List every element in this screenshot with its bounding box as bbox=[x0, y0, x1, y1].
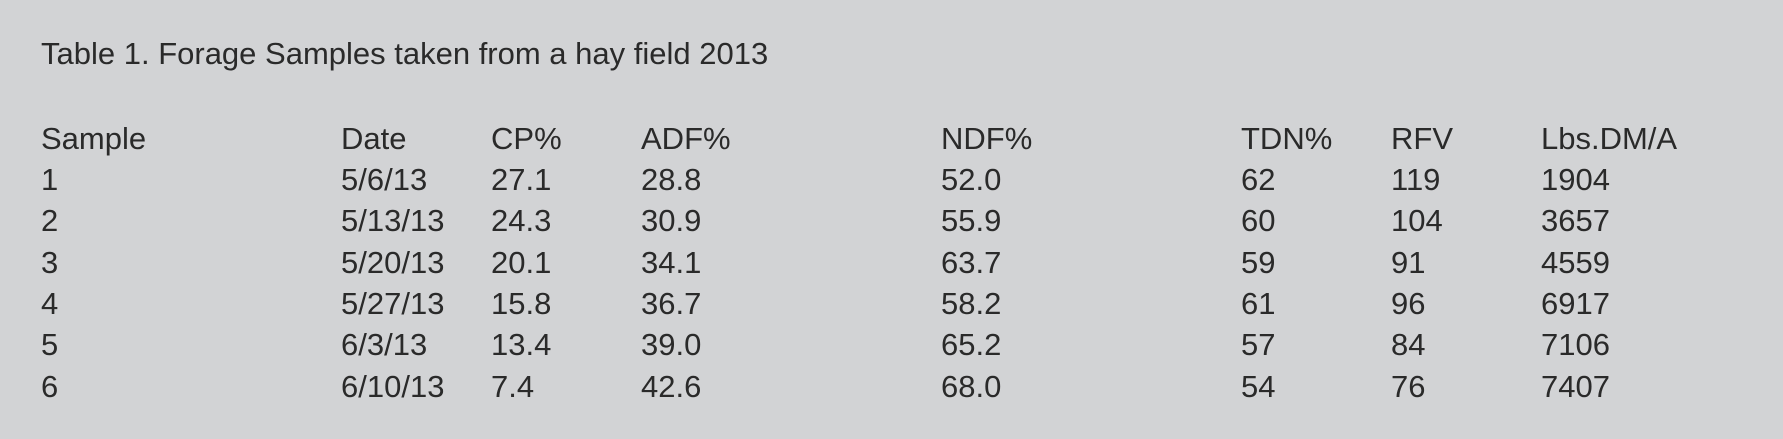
cell-date: 5/20/13 bbox=[341, 245, 445, 280]
cell-rfv: 119 bbox=[1391, 162, 1441, 197]
cell-tdn: 59 bbox=[1241, 245, 1276, 280]
cell-rfv: 84 bbox=[1391, 327, 1426, 362]
cell-ndf: 63.7 bbox=[941, 245, 1002, 280]
cell-sample: 3 bbox=[41, 245, 59, 280]
cell-lbs-dm: 7106 bbox=[1541, 327, 1610, 362]
table-row: 3 5/20/13 20.1 34.1 63.7 59 91 4559 bbox=[0, 243, 1783, 283]
header-date: Date bbox=[341, 121, 407, 156]
cell-ndf: 52.0 bbox=[941, 162, 1002, 197]
table-row: 1 5/6/13 27.1 28.8 52.0 62 119 1904 bbox=[0, 160, 1783, 200]
table-row: 4 5/27/13 15.8 36.7 58.2 61 96 6917 bbox=[0, 284, 1783, 324]
cell-date: 6/10/13 bbox=[341, 369, 445, 404]
header-rfv: RFV bbox=[1391, 121, 1453, 156]
cell-date: 5/13/13 bbox=[341, 203, 445, 238]
cell-rfv: 91 bbox=[1391, 245, 1426, 280]
cell-tdn: 57 bbox=[1241, 327, 1276, 362]
table-row: 2 5/13/13 24.3 30.9 55.9 60 104 3657 bbox=[0, 201, 1783, 241]
header-tdn: TDN% bbox=[1241, 121, 1333, 156]
table-row: 5 6/3/13 13.4 39.0 65.2 57 84 7106 bbox=[0, 325, 1783, 365]
cell-lbs-dm: 4559 bbox=[1541, 245, 1610, 280]
cell-ndf: 68.0 bbox=[941, 369, 1002, 404]
cell-cp: 7.4 bbox=[491, 369, 535, 404]
cell-sample: 5 bbox=[41, 327, 59, 362]
cell-rfv: 96 bbox=[1391, 286, 1426, 321]
cell-adf: 42.6 bbox=[641, 369, 702, 404]
table-caption: Table 1. Forage Samples taken from a hay… bbox=[41, 36, 769, 71]
cell-date: 5/6/13 bbox=[341, 162, 428, 197]
cell-tdn: 61 bbox=[1241, 286, 1276, 321]
cell-lbs-dm: 3657 bbox=[1541, 203, 1610, 238]
cell-lbs-dm: 1904 bbox=[1541, 162, 1610, 197]
cell-sample: 4 bbox=[41, 286, 59, 321]
cell-date: 6/3/13 bbox=[341, 327, 428, 362]
table-row: 6 6/10/13 7.4 42.6 68.0 54 76 7407 bbox=[0, 367, 1783, 407]
cell-ndf: 58.2 bbox=[941, 286, 1002, 321]
cell-sample: 1 bbox=[41, 162, 59, 197]
header-sample: Sample bbox=[41, 121, 147, 156]
table-header-row: Sample Date CP% ADF% NDF% TDN% RFV Lbs.D… bbox=[0, 119, 1783, 159]
cell-adf: 39.0 bbox=[641, 327, 702, 362]
cell-cp: 27.1 bbox=[491, 162, 552, 197]
cell-tdn: 62 bbox=[1241, 162, 1276, 197]
cell-lbs-dm: 6917 bbox=[1541, 286, 1610, 321]
cell-rfv: 104 bbox=[1391, 203, 1443, 238]
cell-adf: 28.8 bbox=[641, 162, 702, 197]
cell-ndf: 65.2 bbox=[941, 327, 1002, 362]
cell-sample: 2 bbox=[41, 203, 59, 238]
cell-ndf: 55.9 bbox=[941, 203, 1002, 238]
cell-tdn: 60 bbox=[1241, 203, 1276, 238]
cell-rfv: 76 bbox=[1391, 369, 1426, 404]
cell-cp: 24.3 bbox=[491, 203, 552, 238]
cell-date: 5/27/13 bbox=[341, 286, 445, 321]
header-cp: CP% bbox=[491, 121, 562, 156]
header-adf: ADF% bbox=[641, 121, 731, 156]
header-ndf: NDF% bbox=[941, 121, 1033, 156]
cell-adf: 34.1 bbox=[641, 245, 702, 280]
cell-cp: 13.4 bbox=[491, 327, 552, 362]
cell-lbs-dm: 7407 bbox=[1541, 369, 1610, 404]
cell-cp: 20.1 bbox=[491, 245, 552, 280]
header-lbs-dm: Lbs.DM/A bbox=[1541, 121, 1678, 156]
cell-sample: 6 bbox=[41, 369, 59, 404]
cell-cp: 15.8 bbox=[491, 286, 552, 321]
cell-tdn: 54 bbox=[1241, 369, 1276, 404]
cell-adf: 30.9 bbox=[641, 203, 702, 238]
cell-adf: 36.7 bbox=[641, 286, 702, 321]
